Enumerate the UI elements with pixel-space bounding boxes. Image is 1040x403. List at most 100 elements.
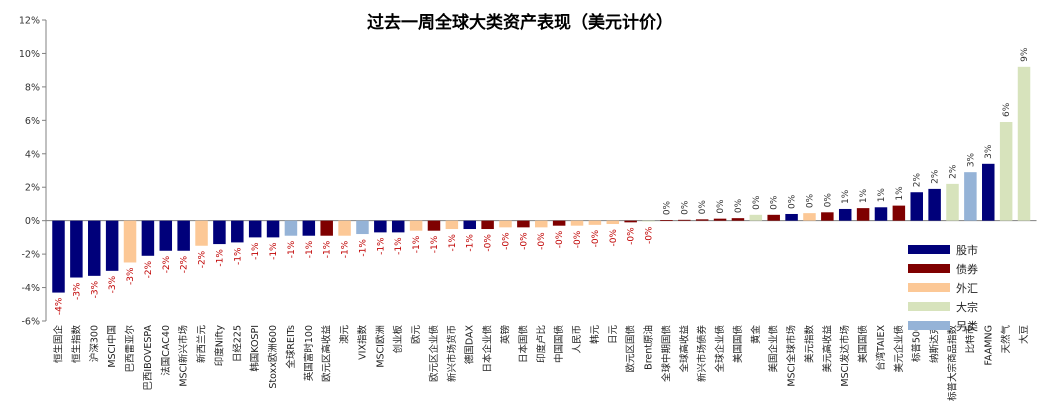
data-label: 1% — [859, 188, 869, 203]
y-tick-label: 10% — [19, 49, 40, 60]
data-label: -1% — [233, 247, 243, 265]
x-tick-label: 美元企业债 — [893, 325, 905, 373]
x-tick-label: MSCI全球市场 — [786, 325, 798, 387]
bar — [874, 207, 888, 221]
data-label: -1% — [215, 249, 225, 267]
bar — [928, 188, 941, 221]
x-tick-label: 日本国债 — [517, 325, 529, 364]
bar — [52, 220, 65, 293]
x-tick-label: 标普500 — [911, 325, 923, 362]
bar — [856, 208, 870, 221]
x-tick-label: 沪深300 — [88, 325, 100, 362]
x-tick-label: 全球高收益 — [678, 325, 690, 373]
legend-label: 股市 — [956, 243, 978, 257]
legend-swatch — [908, 321, 950, 330]
bar — [678, 219, 691, 221]
x-tick-label: 新兴市场债券 — [696, 325, 708, 383]
data-label: 0% — [788, 194, 798, 209]
y-tick-label: -2% — [22, 250, 41, 261]
bar — [892, 205, 906, 221]
data-label: 3% — [984, 144, 994, 159]
data-label: 0% — [662, 200, 672, 215]
data-label: -3% — [108, 275, 118, 293]
bar — [838, 208, 852, 221]
data-label: -1% — [430, 235, 440, 253]
data-label: 0% — [805, 193, 815, 208]
data-label: -1% — [323, 240, 333, 258]
data-label: 3% — [966, 152, 976, 167]
bar — [821, 212, 834, 221]
bar — [660, 220, 673, 221]
data-label: -3% — [72, 282, 82, 300]
y-tick-label: 2% — [25, 183, 40, 194]
bar — [177, 220, 190, 251]
bar — [749, 214, 763, 221]
x-tick-label: Brent原油 — [643, 325, 655, 370]
x-tick-label: 比特币 — [964, 325, 976, 354]
bar — [535, 220, 548, 228]
x-tick-label: 美元指数 — [803, 325, 815, 364]
x-tick-label: 英国富时100 — [303, 325, 315, 381]
data-label: -0% — [502, 232, 512, 250]
x-tick-label: MSCI中国 — [106, 325, 118, 368]
x-tick-label: 新兴市场货币 — [446, 325, 458, 382]
x-tick-label: 巴西雷亚尔 — [124, 325, 136, 373]
x-tick-label: 大豆 — [1018, 325, 1030, 344]
data-label: 0% — [716, 199, 726, 214]
bar — [248, 220, 262, 238]
bar — [999, 122, 1013, 221]
data-label: 0% — [734, 198, 744, 213]
data-label: -0% — [519, 232, 529, 250]
data-label: 2% — [913, 173, 923, 188]
data-label: 6% — [1002, 102, 1012, 117]
bar — [338, 220, 351, 236]
data-label: -0% — [555, 230, 565, 248]
y-tick-label: 0% — [25, 216, 40, 227]
legend-item: 另类 — [908, 316, 978, 335]
bar — [713, 218, 727, 221]
bar — [606, 220, 620, 225]
x-tick-label: MSCI欧洲 — [374, 325, 386, 368]
data-label: 0% — [823, 193, 833, 208]
legend-item: 大宗 — [908, 297, 978, 316]
bar — [374, 220, 387, 233]
bar — [517, 220, 530, 228]
x-tick-label: 美国企业债 — [768, 325, 780, 373]
bar — [105, 220, 119, 271]
bar — [785, 213, 798, 221]
data-label: -1% — [341, 240, 351, 258]
data-label: 0% — [698, 200, 708, 215]
x-tick-label: 天然气 — [1000, 325, 1012, 354]
x-tick-label: Stoxx欧洲600 — [267, 325, 279, 389]
x-tick-label: 日元 — [608, 325, 619, 345]
x-tick-label: 全球中期国债 — [660, 325, 672, 383]
data-label: -1% — [466, 234, 476, 252]
bar — [284, 220, 298, 236]
x-tick-label: 中国国债 — [553, 325, 565, 364]
bar — [302, 220, 316, 236]
bar — [88, 220, 101, 276]
data-label: -1% — [305, 240, 315, 258]
x-tick-label: FAAMNG — [983, 325, 994, 366]
data-label: -1% — [358, 239, 368, 257]
legend-item: 外汇 — [908, 278, 978, 297]
bar — [964, 172, 977, 221]
bar-series — [46, 66, 1037, 293]
x-tick-label: 纳斯达克 — [929, 325, 941, 364]
y-tick-label: -4% — [22, 283, 41, 294]
bar — [1017, 66, 1031, 221]
bar — [463, 220, 476, 230]
x-tick-label: 美国国债 — [732, 325, 744, 364]
data-label: 1% — [841, 189, 851, 204]
bar — [213, 220, 226, 245]
x-tick-label: 恒生国企 — [53, 325, 65, 364]
data-label: 1% — [877, 188, 887, 203]
bar — [409, 220, 423, 231]
bar — [481, 220, 494, 230]
data-label: -1% — [448, 234, 458, 252]
x-tick-label: 欧元区企业债 — [428, 325, 440, 383]
bar — [695, 219, 709, 221]
bar — [159, 220, 173, 251]
x-tick-label: 欧元 — [410, 325, 422, 345]
x-tick-label: 法国CAC40 — [160, 325, 172, 376]
